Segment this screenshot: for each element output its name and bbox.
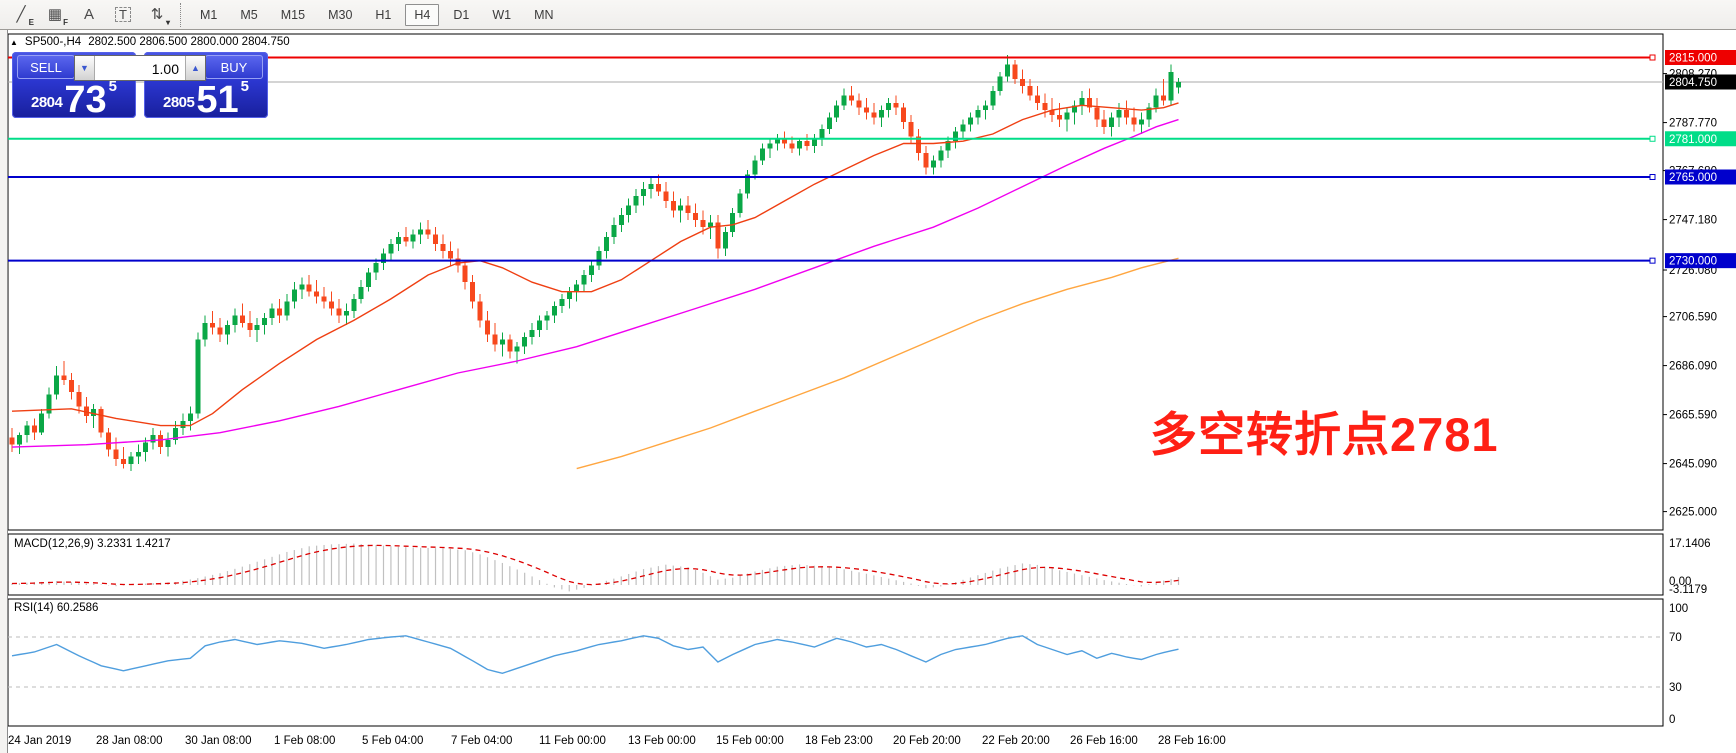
timeframe-button-m1[interactable]: M1 [191, 4, 226, 26]
volume-stepper: ▼ 1.00 ▲ [74, 55, 206, 81]
svg-text:13 Feb 00:00: 13 Feb 00:00 [628, 735, 696, 747]
svg-text:1 Feb 08:00: 1 Feb 08:00 [274, 735, 335, 747]
svg-text:18 Feb 23:00: 18 Feb 23:00 [805, 735, 873, 747]
svg-text:26 Feb 16:00: 26 Feb 16:00 [1070, 735, 1138, 747]
svg-text:2645.090: 2645.090 [1669, 459, 1717, 471]
timeframe-button-m5[interactable]: M5 [231, 4, 266, 26]
one-click-trading-panel: 2804 73 5 2805 51 5 SELL BUY ▼ 1.00 ▲ [12, 52, 268, 121]
window-left-edge [0, 30, 8, 753]
grid-icon[interactable]: ▦ F [40, 3, 70, 27]
cycle-arrows-icon-glyph: ⇅ [150, 6, 164, 23]
svg-text:11 Feb 00:00: 11 Feb 00:00 [539, 735, 606, 747]
expert-advisor-icon[interactable]: ╱ E [6, 3, 36, 27]
svg-text:2665.590: 2665.590 [1669, 410, 1717, 422]
svg-text:2781.000: 2781.000 [1669, 134, 1717, 146]
sell-price-big: 73 [64, 78, 107, 121]
toolbar: ╱ E ▦ F A T ⇅ ▾ M1 M5 M15 M30 H1 H4 D1 W1 MN [0, 0, 1736, 30]
price-badges: 2815.000 2781.000 2765.000 2730.000 2804.750 [1665, 50, 1736, 269]
timeframe-button-d1[interactable]: D1 [444, 4, 478, 26]
svg-text:2625.000: 2625.000 [1669, 507, 1717, 519]
label-tool-icon-glyph: T [115, 7, 131, 22]
time-axis: 24 Jan 2019 28 Jan 08:00 30 Jan 08:00 1 Feb… [8, 735, 1226, 747]
expert-advisor-icon-glyph: ╱ [16, 6, 26, 23]
timeframe-button-m30[interactable]: M30 [319, 4, 361, 26]
ma-magenta-line [11, 118, 1179, 448]
svg-text:2686.090: 2686.090 [1669, 361, 1717, 373]
volume-increase-button[interactable]: ▲ [185, 56, 205, 80]
buy-button[interactable]: BUY [205, 55, 263, 79]
macd-label: MACD(12,26,9) 3.2331 1.4217 [14, 538, 171, 550]
rsi-label: RSI(14) 60.2586 [14, 602, 99, 614]
chart-header: ▲ SP500-,H4 2802.500 2806.500 2800.000 2… [10, 36, 290, 48]
grid-icon-sub-glyph: F [63, 17, 68, 27]
sell-price-sup: 5 [108, 78, 117, 95]
svg-text:2730.000: 2730.000 [1669, 256, 1717, 268]
annotation-text: 多空转折点2781 [1150, 408, 1499, 461]
sell-price: 2804 73 5 [12, 78, 136, 121]
horizontal-level-lines [8, 54, 1656, 264]
buy-price: 2805 51 5 [144, 78, 268, 121]
timeframe-button-h4[interactable]: H4 [405, 3, 440, 26]
timeframe-buttons: M1 M5 M15 M30 H1 H4 D1 W1 MN [191, 3, 563, 26]
volume-input[interactable]: 1.00 [95, 56, 185, 80]
collapse-arrow-icon[interactable]: ▲ [10, 37, 18, 47]
svg-text:2765.000: 2765.000 [1669, 172, 1717, 184]
svg-text:17.1406: 17.1406 [1669, 538, 1711, 550]
toolbar-separator [180, 2, 181, 27]
svg-text:7 Feb 04:00: 7 Feb 04:00 [451, 735, 512, 747]
svg-text:0.00: 0.00 [1669, 576, 1691, 588]
candles [9, 55, 1182, 471]
cycle-arrows-icon-sub-glyph: ▾ [165, 17, 170, 27]
expert-advisor-icon-sub-glyph: E [28, 17, 34, 27]
svg-text:0: 0 [1669, 714, 1675, 726]
timeframe-button-w1[interactable]: W1 [483, 4, 520, 26]
svg-text:28 Jan 08:00: 28 Jan 08:00 [96, 735, 163, 747]
text-tool-icon[interactable]: A [74, 3, 104, 27]
svg-text:2706.590: 2706.590 [1669, 312, 1717, 324]
svg-text:24 Jan 2019: 24 Jan 2019 [8, 735, 71, 747]
svg-text:28 Feb 16:00: 28 Feb 16:00 [1158, 735, 1226, 747]
buy-price-small: 2805 [163, 94, 195, 111]
grid-icon-glyph: ▦ [47, 6, 63, 23]
cycle-arrows-icon[interactable]: ⇅ ▾ [142, 3, 172, 27]
svg-text:2747.180: 2747.180 [1669, 215, 1717, 227]
text-tool-icon-glyph: A [83, 6, 94, 23]
ma-orange-line [576, 257, 1179, 470]
timeframe-button-mn[interactable]: MN [525, 4, 562, 26]
volume-decrease-button[interactable]: ▼ [75, 56, 95, 80]
buy-price-sup: 5 [240, 78, 249, 95]
svg-text:2815.000: 2815.000 [1669, 53, 1717, 65]
rsi-panel-content: 100 70 30 0 [8, 603, 1688, 726]
buy-price-big: 51 [196, 78, 239, 121]
timeframe-button-m15[interactable]: M15 [272, 4, 314, 26]
macd-panel-content: 17.1406 0.00-3.1179 [11, 538, 1711, 596]
svg-text:5 Feb 04:00: 5 Feb 04:00 [362, 735, 423, 747]
svg-text:15 Feb 00:00: 15 Feb 00:00 [716, 735, 784, 747]
svg-text:70: 70 [1669, 632, 1682, 644]
svg-text:22 Feb 20:00: 22 Feb 20:00 [982, 735, 1050, 747]
svg-text:30 Jan 08:00: 30 Jan 08:00 [185, 735, 252, 747]
svg-text:20 Feb 20:00: 20 Feb 20:00 [893, 735, 961, 747]
svg-text:30: 30 [1669, 682, 1682, 694]
svg-text:2787.770: 2787.770 [1669, 118, 1717, 130]
label-tool-icon[interactable]: T [108, 3, 138, 27]
sell-button[interactable]: SELL [17, 55, 75, 79]
ohlc-values: 2802.500 2806.500 2800.000 2804.750 [88, 36, 290, 48]
symbol-timeframe-label: SP500-,H4 [24, 36, 82, 48]
timeframe-button-h1[interactable]: H1 [366, 4, 400, 26]
toolbar-icons: ╱ E ▦ F A T ⇅ ▾ [6, 3, 172, 27]
svg-text:100: 100 [1669, 603, 1688, 615]
svg-text:2804.750: 2804.750 [1669, 77, 1717, 89]
svg-text:-3.1179: -3.1179 [1669, 584, 1707, 596]
sell-price-small: 2804 [31, 94, 63, 111]
